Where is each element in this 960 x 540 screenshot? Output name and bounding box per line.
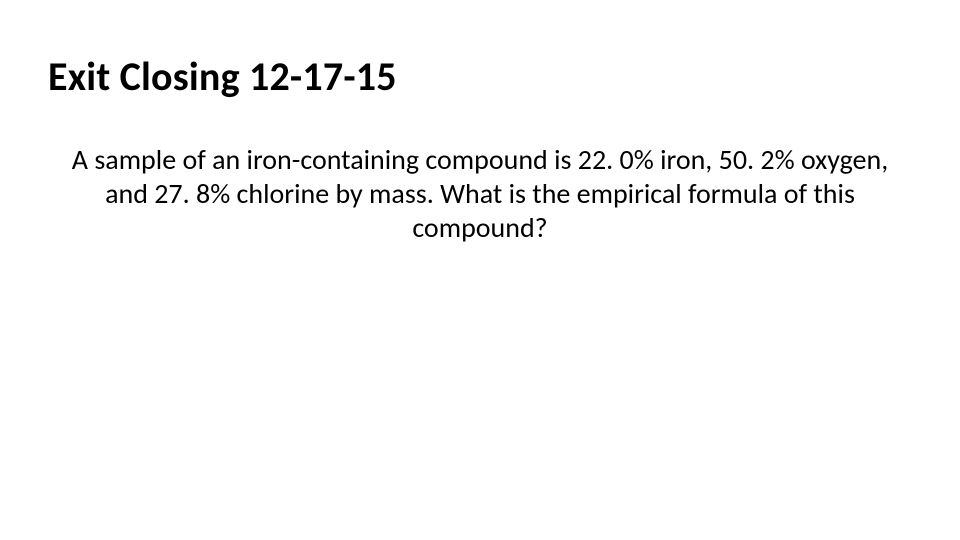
slide-body-text: A sample of an iron-containing compound …	[48, 143, 912, 245]
slide-title: Exit Closing 12-17-15	[48, 52, 912, 101]
slide-container: Exit Closing 12-17-15 A sample of an iro…	[0, 0, 960, 540]
